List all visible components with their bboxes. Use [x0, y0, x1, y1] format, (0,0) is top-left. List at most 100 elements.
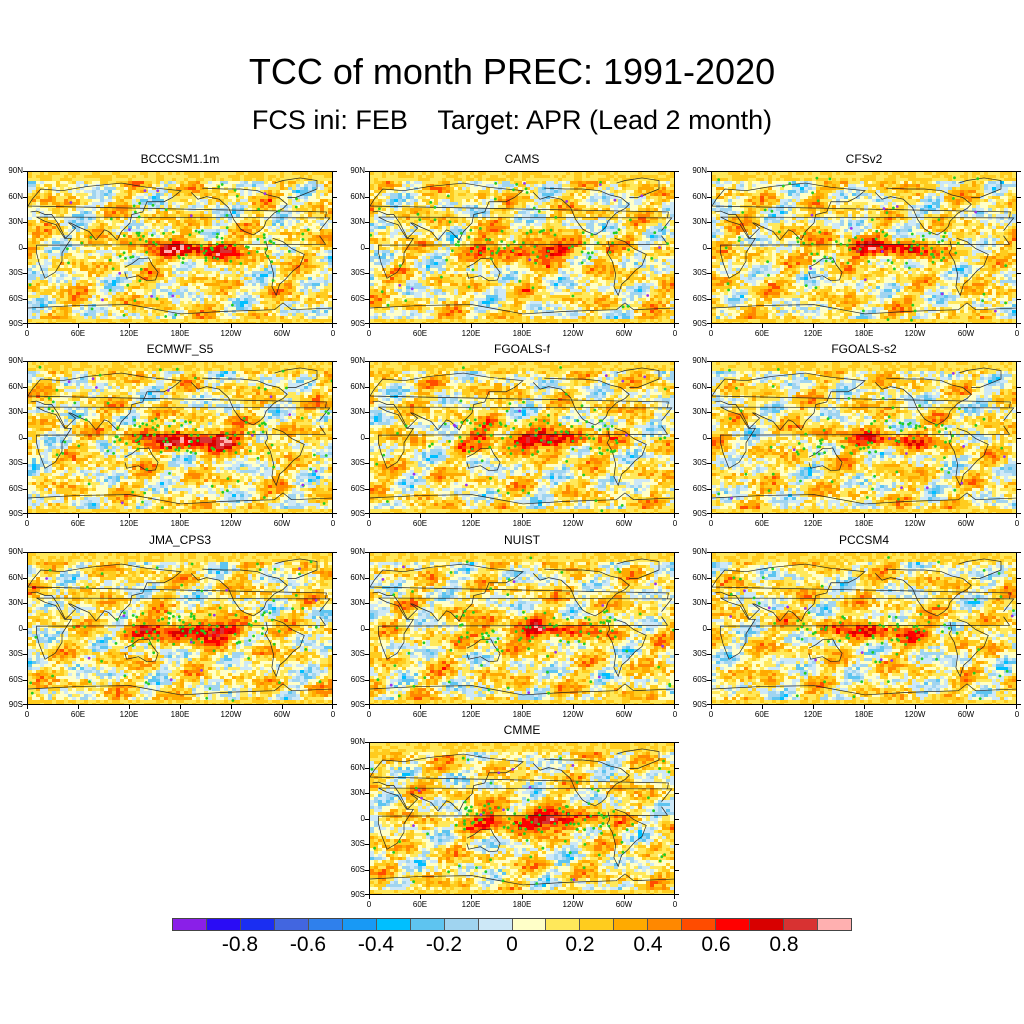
tcc-cell: [614, 172, 618, 175]
tcc-cell: [300, 187, 304, 190]
tcc-cell: [200, 202, 204, 205]
tcc-cell: [172, 220, 176, 223]
tcc-cell: [136, 175, 140, 178]
tcc-cell: [32, 262, 36, 265]
tcc-cell: [96, 214, 100, 217]
tcc-cell: [320, 223, 324, 226]
tcc-cell: [108, 226, 112, 229]
tcc-cell: [44, 238, 48, 241]
tcc-cell: [328, 172, 332, 175]
tcc-cell: [144, 283, 148, 286]
tcc-cell: [176, 271, 180, 274]
tcc-cell: [112, 307, 116, 310]
tcc-cell: [40, 292, 44, 295]
tcc-cell: [160, 286, 164, 289]
tcc-cell: [284, 310, 288, 313]
tcc-cell: [320, 193, 324, 196]
tcc-cell: [498, 196, 502, 199]
tcc-cell: [304, 286, 308, 289]
tcc-cell: [212, 307, 216, 310]
tcc-cell: [160, 253, 164, 256]
tcc-cell: [172, 217, 176, 220]
tcc-cell: [120, 247, 124, 250]
tcc-cell: [312, 214, 316, 217]
tcc-cell: [48, 253, 52, 256]
tcc-cell: [148, 214, 152, 217]
tcc-cell: [272, 205, 276, 208]
tcc-cell: [546, 172, 550, 175]
tcc-cell: [260, 187, 264, 190]
tcc-cell: [176, 187, 180, 190]
tcc-cell: [156, 304, 160, 307]
tcc-cell: [304, 205, 308, 208]
tcc-cell: [120, 304, 124, 307]
tcc-cell: [454, 187, 458, 190]
tcc-cell: [224, 238, 228, 241]
tcc-cell: [116, 283, 120, 286]
tcc-cell: [88, 268, 92, 271]
tcc-cell: [288, 277, 292, 280]
tcc-cell: [68, 220, 72, 223]
tcc-cell: [100, 301, 104, 304]
tcc-cell: [44, 226, 48, 229]
tcc-cell: [272, 217, 276, 220]
tcc-cell: [394, 199, 398, 202]
tcc-cell: [52, 217, 56, 220]
tcc-cell: [292, 304, 296, 307]
tcc-cell: [88, 301, 92, 304]
tcc-cell: [64, 289, 68, 292]
tcc-cell: [252, 193, 256, 196]
tcc-cell: [324, 271, 328, 274]
tcc-cell: [204, 283, 208, 286]
tcc-cell: [176, 220, 180, 223]
tcc-cell: [176, 289, 180, 292]
tcc-cell: [120, 265, 124, 268]
tcc-cell: [300, 181, 304, 184]
tcc-cell: [92, 244, 96, 247]
tcc-cell: [160, 310, 164, 313]
tcc-cell: [52, 289, 56, 292]
tcc-cell: [44, 268, 48, 271]
tcc-cell: [28, 205, 32, 208]
tcc-cell: [60, 223, 64, 226]
tcc-cell: [212, 193, 216, 196]
tcc-cell: [48, 208, 52, 211]
tcc-cell: [176, 286, 180, 289]
tcc-cell: [64, 310, 68, 313]
tcc-cell: [264, 181, 268, 184]
tcc-cell: [172, 199, 176, 202]
tcc-cell: [32, 226, 36, 229]
tcc-cell: [100, 307, 104, 310]
tcc-cell: [324, 181, 328, 184]
tcc-cell: [208, 181, 212, 184]
tcc-cell: [296, 241, 300, 244]
tcc-cell: [462, 190, 466, 193]
tcc-cell: [570, 199, 574, 202]
tcc-cell: [308, 202, 312, 205]
tcc-cell: [562, 190, 566, 193]
tcc-cell: [140, 250, 144, 253]
tcc-cell: [104, 190, 108, 193]
tcc-cell: [296, 256, 300, 259]
tcc-cell: [482, 187, 486, 190]
tcc-cell: [292, 322, 296, 323]
tcc-cell: [320, 256, 324, 259]
tcc-cell: [92, 286, 96, 289]
tcc-cell: [316, 295, 320, 298]
tcc-cell: [136, 304, 140, 307]
tcc-cell: [320, 310, 324, 313]
tcc-cell: [450, 181, 454, 184]
tcc-cell: [168, 175, 172, 178]
tcc-cell: [296, 229, 300, 232]
tcc-cell: [60, 235, 64, 238]
tcc-cell: [132, 199, 136, 202]
tcc-cell: [84, 241, 88, 244]
tcc-cell: [542, 193, 546, 196]
tcc-cell: [300, 220, 304, 223]
tcc-cell: [228, 208, 232, 211]
tcc-cell: [272, 322, 276, 323]
tcc-cell: [132, 283, 136, 286]
tcc-cell: [518, 202, 522, 205]
tcc-cell: [116, 211, 120, 214]
tcc-cell: [510, 178, 514, 181]
